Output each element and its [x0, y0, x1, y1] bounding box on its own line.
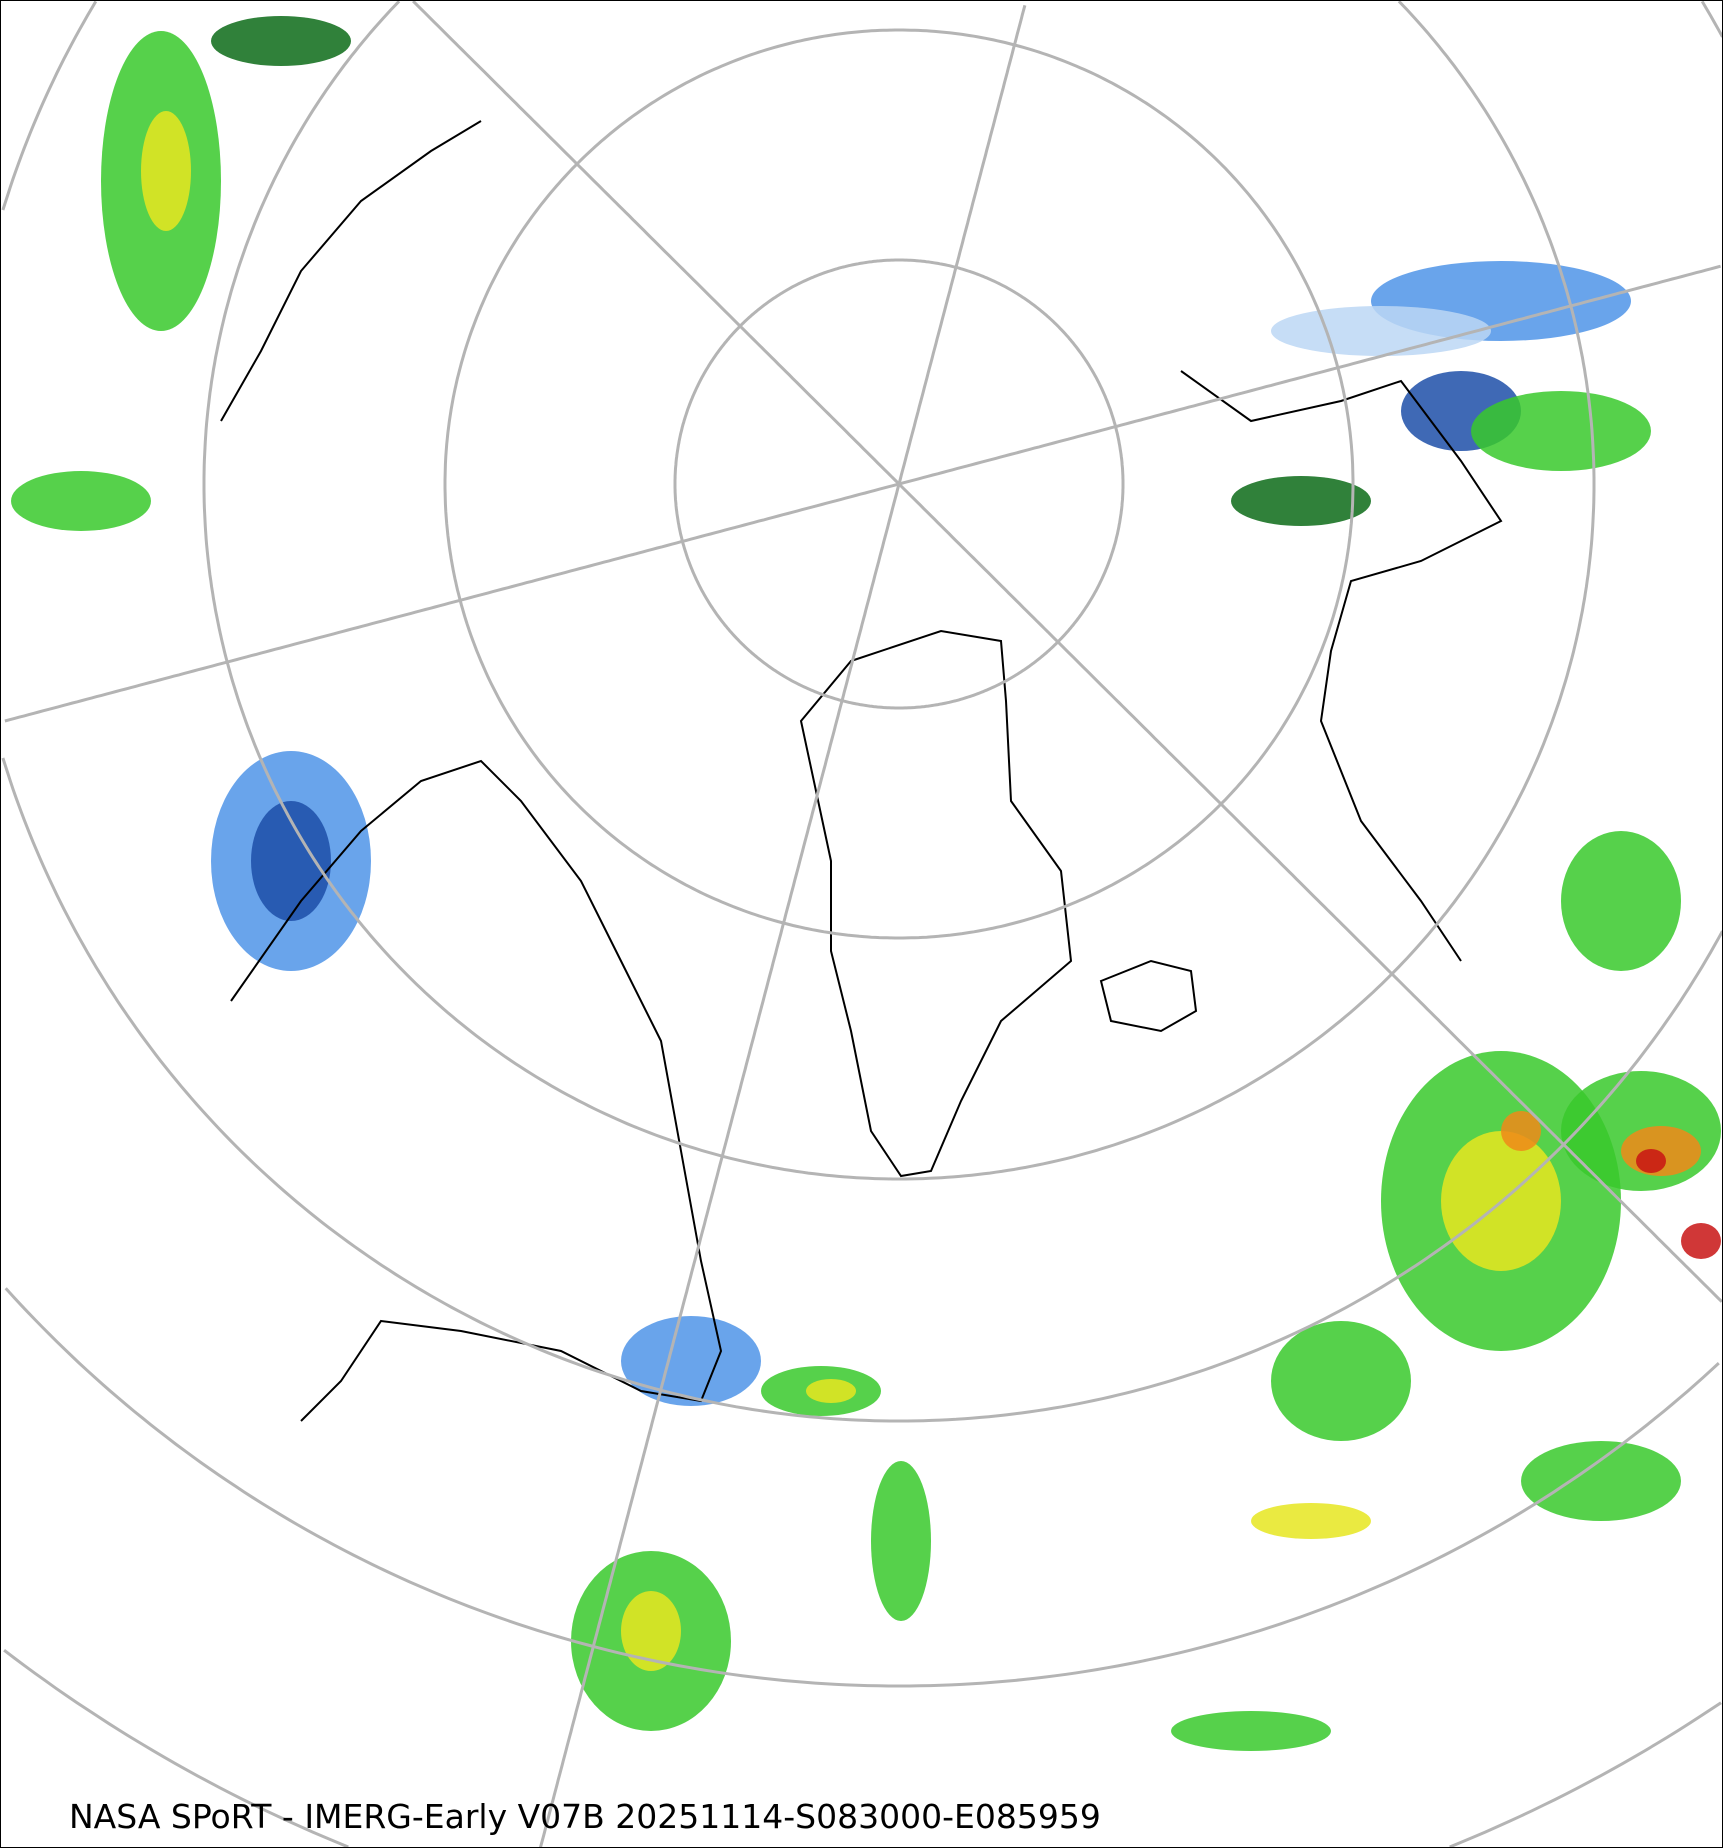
map-caption: NASA SPoRT - IMERG-Early V07B 20251114-S…: [69, 1797, 1101, 1836]
latitude-circle: [443, 28, 1355, 940]
precip-cell-rain-moderate: [141, 111, 191, 231]
greenland-coastline: [799, 629, 1073, 1178]
latitude-circle: [673, 258, 1125, 710]
precip-cell-rain-extreme: [1636, 1149, 1666, 1173]
meridian-line: [412, 1, 1722, 1303]
alaska-coastline: [220, 120, 482, 422]
precip-cell-rain-light: [1231, 476, 1371, 526]
precip-cell-rain-mid: [1171, 1711, 1331, 1751]
meridian-line: [539, 4, 1027, 1847]
latitude-circle: [4, 1287, 1720, 1688]
iceland-coastline: [1099, 959, 1198, 1033]
precip-cell-rain-mid: [1521, 1441, 1681, 1521]
coastline-layer: [220, 120, 1503, 1422]
canada-coastline: [230, 759, 723, 1422]
latitude-circle: [3, 1649, 1722, 1847]
precip-cell-rain-heavy: [1501, 1111, 1541, 1151]
precip-cell-rain-mid: [1561, 831, 1681, 971]
eurasia-coastline: [1180, 370, 1503, 962]
latitude-circle: [202, 1, 1596, 1181]
precip-cell-snow-light: [1271, 306, 1491, 356]
precip-cell-rain-extreme: [1681, 1223, 1721, 1259]
precip-cell-rain-light: [211, 16, 351, 66]
precip-cell-snow-heavy: [251, 801, 331, 921]
precip-cell-rain-moderate: [806, 1379, 856, 1403]
precip-cell-rain-moderate: [1251, 1503, 1371, 1539]
latitude-circle: [1, 1, 1722, 1423]
precip-cell-rain-mid: [11, 471, 151, 531]
precip-cell-snow-mid: [621, 1316, 761, 1406]
precip-cell-rain-moderate: [621, 1591, 681, 1671]
precipitation-layer: [11, 16, 1721, 1751]
meridian-line: [4, 264, 1721, 723]
precip-cell-rain-mid: [871, 1461, 931, 1621]
precip-cell-rain-mid: [1271, 1321, 1411, 1441]
precip-cell-rain-mid: [1471, 391, 1651, 471]
